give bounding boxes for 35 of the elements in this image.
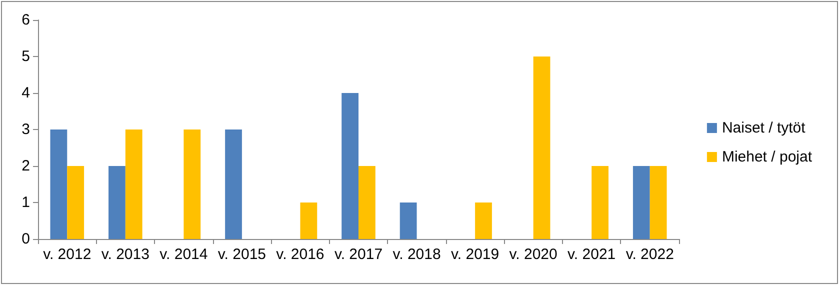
y-tick-label: 1: [22, 194, 30, 211]
legend-label: Miehet / pojat: [722, 148, 813, 166]
legend-label: Naiset / tytöt: [722, 120, 806, 136]
bar: [592, 166, 608, 239]
bar: [125, 130, 142, 239]
x-tick-label: v. 2014: [160, 246, 208, 263]
bar: [533, 56, 550, 239]
bar: [108, 166, 126, 239]
bar: [342, 93, 358, 239]
y-tick-label: 2: [22, 158, 30, 174]
x-tick-label: v. 2015: [218, 246, 266, 263]
bar: [300, 202, 318, 239]
bar: [67, 166, 84, 239]
y-tick-label: 0: [22, 230, 30, 248]
bar: [400, 202, 417, 239]
x-tick-label: v. 2020: [509, 246, 558, 263]
bar: [184, 130, 201, 239]
y-tick-label: 6: [22, 12, 30, 28]
x-tick-label: v. 2016: [276, 246, 324, 263]
x-tick-label: v. 2021: [568, 246, 616, 263]
bar: [475, 202, 492, 239]
x-tick-label: v. 2017: [334, 246, 383, 263]
y-tick-label: 3: [22, 121, 30, 138]
y-tick-label: 5: [22, 48, 30, 65]
y-tick-label: 4: [22, 84, 30, 102]
x-tick-label: v. 2018: [392, 246, 441, 263]
x-tick-label: v. 2013: [101, 246, 150, 263]
x-tick-label: v. 2019: [451, 246, 500, 263]
x-tick-label: v. 2012: [43, 246, 92, 263]
bar: [650, 166, 667, 239]
x-tick-label: v. 2022: [626, 246, 674, 263]
bar: [632, 166, 650, 239]
bar: [358, 166, 376, 239]
bar: [50, 130, 68, 239]
bar: [225, 130, 242, 239]
